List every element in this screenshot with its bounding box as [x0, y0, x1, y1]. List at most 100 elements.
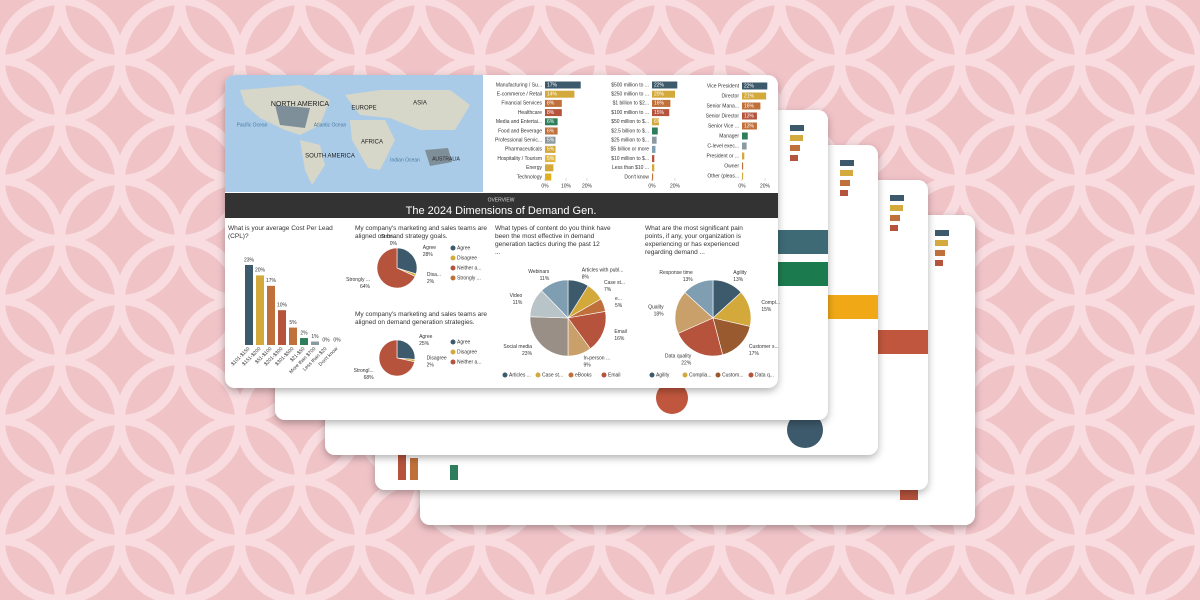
- bar: [545, 109, 562, 117]
- value-label: 16%: [654, 101, 665, 107]
- legend-swatch: [502, 372, 508, 378]
- slice-label: Quality: [648, 304, 664, 310]
- x-tick-label: 10%: [561, 183, 572, 189]
- bar: [742, 122, 757, 130]
- pie-slice: [529, 316, 569, 357]
- bar-label: Senior Director: [706, 113, 740, 119]
- value-label: 13%: [744, 113, 755, 119]
- value-label: 6%: [547, 119, 555, 125]
- value-label: 5%: [547, 138, 555, 144]
- legend-swatch: [450, 265, 456, 271]
- bar-label: $250 million to ...: [611, 92, 649, 98]
- bar: [545, 155, 556, 163]
- legend-swatch: [450, 339, 456, 345]
- x-tick-label: 0%: [648, 183, 656, 189]
- value-label: 8%: [547, 110, 555, 116]
- slice-value: 8%: [582, 275, 590, 281]
- bar: [652, 173, 654, 181]
- bar: [742, 162, 744, 170]
- bar: [311, 341, 319, 345]
- slice-label: Case st...: [604, 280, 625, 286]
- value-label: 15%: [654, 110, 665, 116]
- bar-label: Food and Beverage: [498, 128, 542, 134]
- value-label: 5%: [547, 156, 555, 162]
- legend-swatch: [450, 359, 456, 365]
- legend-swatch: [649, 372, 655, 378]
- value-label: 5%: [289, 320, 297, 326]
- bar-label: Director: [721, 93, 739, 99]
- map-label: Indian Ocean: [390, 157, 420, 163]
- value-label: 10%: [277, 303, 288, 309]
- bar-label: Professional Servic...: [495, 138, 542, 144]
- banner: [225, 193, 778, 218]
- map-label: ASIA: [413, 101, 427, 107]
- value-label: 20%: [654, 92, 665, 98]
- bar: [267, 285, 275, 345]
- bar-label: C-level exec...: [707, 143, 739, 149]
- map: [225, 75, 483, 192]
- slice-label: Response time: [659, 270, 693, 276]
- bar: [545, 118, 558, 126]
- slice-value: 64%: [360, 284, 371, 290]
- slice-value: 2%: [427, 363, 435, 369]
- pie-slice: [712, 317, 751, 356]
- legend-label: eBooks: [575, 372, 592, 378]
- chart-title: My company's marketing and sales teams a…: [355, 311, 487, 326]
- x-tick-label: 0%: [738, 183, 746, 189]
- legend-swatch: [568, 372, 574, 378]
- bar-label: Financial Services: [501, 101, 542, 107]
- legend-swatch: [535, 372, 541, 378]
- bar: [652, 90, 675, 98]
- slice-value: 9%: [583, 363, 591, 369]
- front-card: OVERVIEW The 2024 Dimensions of Demand G…: [225, 75, 780, 388]
- slice-value: 5%: [615, 303, 623, 309]
- bar-label: Other (pleas...: [707, 173, 739, 179]
- bar-label: Energy: [526, 165, 542, 171]
- slice-value: 68%: [364, 375, 375, 381]
- legend-label: Agree: [457, 339, 471, 345]
- map-label: NORTH AMERICA: [271, 101, 330, 108]
- chart-title: What are the most significant pain points…: [645, 225, 743, 256]
- bar: [545, 81, 581, 89]
- slice-value: 28%: [423, 252, 434, 258]
- legend-swatch: [601, 372, 607, 378]
- x-tick-label: 20%: [670, 183, 681, 189]
- banner-title: The 2024 Dimensions of Demand Gen.: [406, 205, 597, 217]
- bar: [742, 112, 757, 120]
- chart-title: What is your average Cost Per Lead (CPL)?: [228, 225, 333, 240]
- slice-label: Video: [510, 293, 523, 299]
- legend-label: Neither a...: [457, 265, 481, 271]
- bar-label: $100 million to ...: [611, 110, 649, 116]
- pie-slice: [567, 311, 607, 350]
- bar: [545, 99, 562, 107]
- bar-label: Healthcare: [518, 110, 542, 116]
- bar: [245, 264, 253, 345]
- slice-value: 25%: [419, 341, 430, 347]
- slice-value: 11%: [540, 276, 550, 282]
- bar-label: Don't know: [624, 174, 649, 180]
- legend-label: Data q...: [755, 372, 774, 378]
- value-label: 21%: [744, 93, 755, 99]
- map-label: SOUTH AMERICA: [305, 154, 355, 160]
- map-label: Pacific Ocean: [237, 122, 268, 128]
- map-label: EUROPE: [351, 106, 376, 112]
- legend-swatch: [450, 349, 456, 355]
- value-label: 2%: [300, 330, 308, 336]
- slice-value: 13%: [733, 277, 744, 283]
- legend-label: Custom...: [722, 372, 743, 378]
- slice-label: Disagree: [427, 356, 447, 362]
- slice-label: Strongl...: [354, 368, 374, 374]
- bar: [652, 145, 656, 153]
- value-label: 23%: [244, 257, 255, 263]
- bar: [300, 338, 308, 345]
- bar: [545, 173, 552, 181]
- slice-value: 15%: [761, 307, 772, 313]
- slice-label: Email: [614, 329, 627, 335]
- map-label: AFRICA: [361, 140, 383, 146]
- banner-kicker: OVERVIEW: [488, 197, 515, 203]
- bar-label: Less than $10 ...: [612, 165, 649, 171]
- bar: [652, 155, 655, 163]
- legend-label: Articles ...: [509, 372, 531, 378]
- legend-swatch: [748, 372, 754, 378]
